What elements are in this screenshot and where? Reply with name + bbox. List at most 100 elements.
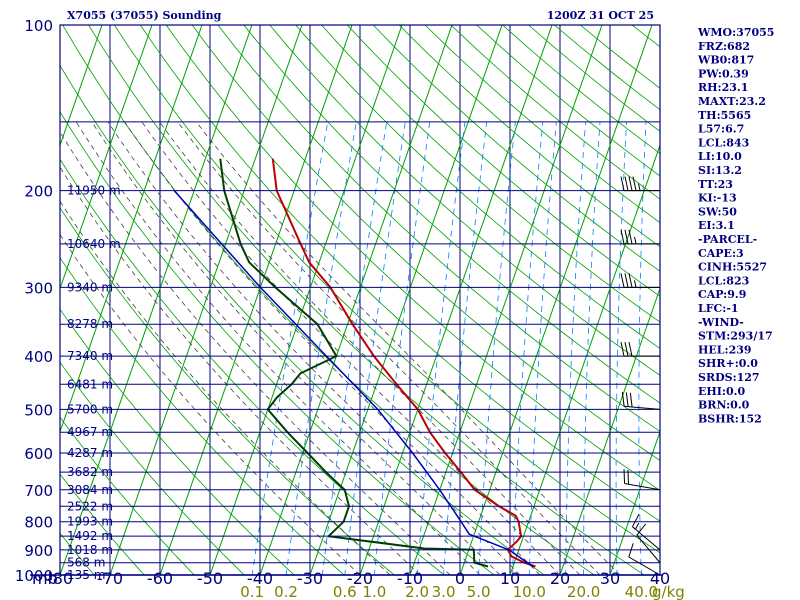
dry-adiabat [60,361,245,575]
mixing-ratio-label: 0.2 [274,583,298,600]
pressure-label: 300 [24,279,53,297]
index-item: SI:13.2 [698,164,742,177]
index-item: CAP:9.9 [698,288,746,301]
wind-barb-shaft [624,483,661,491]
index-item: PW:0.39 [698,67,749,80]
moist-adiabat [60,166,421,575]
height-label: 5700 m [67,402,113,416]
index-item: FRZ:682 [698,40,750,53]
wind-barb [628,543,661,576]
height-label: 3084 m [67,483,113,497]
index-item: EHI:0.0 [698,385,745,398]
temperature-tick-label: 0 [455,569,465,588]
wind-barb [623,469,661,491]
index-item: CAPE:3 [698,247,744,260]
index-item: LFC:-1 [698,302,739,315]
dry-adiabat [243,25,660,404]
dry-adiabat [114,25,660,554]
pressure-label: 1000 [15,567,53,585]
chart-valid-time: 1200Z 31 OCT 25 [547,9,654,22]
skewed-isotherm [359,25,553,575]
height-label: 4967 m [67,425,113,439]
wind-barb-half-feather [635,522,640,530]
skewed-isotherm [609,430,660,575]
mixing-ratio-label: 1.0 [362,583,386,600]
temperature-tick-label: 30 [600,569,620,588]
wind-barb-feather [628,176,633,191]
dry-adiabat [165,25,660,491]
mixing-ratio-label: 10.0 [513,583,546,600]
wind-barb-shaft [632,526,661,551]
height-label: 4287 m [67,446,113,460]
skewed-isotherm [60,25,153,291]
wind-barb-feather [636,523,647,536]
dry-adiabat [191,25,660,461]
wind-barb-feather [629,392,633,408]
temperature-tick-label: 40 [650,569,670,588]
index-item: TT:23 [698,178,733,191]
index-item: LI:10.0 [698,150,742,163]
mixing-ratio-label: 40.0 [625,583,658,600]
skewed-isotherm [60,25,253,575]
dry-adiabat [217,25,660,432]
skewed-isotherm [209,25,403,575]
index-item: RH:23.1 [698,81,748,94]
wind-barb-feather [620,273,625,288]
wind-barb-feather [624,229,629,244]
height-label: 8278 m [67,317,113,331]
wind-barb [631,513,661,551]
index-item: SW:50 [698,205,737,218]
index-item: BRN:0.0 [698,399,750,412]
chart-title: X7055 (37055) Sounding [67,9,222,22]
height-label: 1492 m [67,529,113,543]
index-item: LCL:823 [698,274,749,287]
index-item: EI:3.1 [698,219,735,232]
moist-adiabat [60,131,451,575]
height-label: 3682 m [67,465,113,479]
mixing-ratio-label: 0.1 [240,583,264,600]
index-item: LCL:843 [698,136,749,149]
wind-barb-feather [624,176,629,191]
wind-barb-half-feather [634,236,637,244]
dry-adiabat [60,111,495,575]
wind-barb-shaft [628,556,661,576]
temperature-tick-label: -60 [147,569,173,588]
wind-barb-feather [628,229,633,244]
height-label: 9340 m [67,280,113,294]
wind-barb-feather [628,273,633,288]
mixing-ratio-label: 5.0 [467,583,491,600]
index-item: SHR+:0.0 [698,357,758,370]
skewed-isotherm [509,143,660,575]
wind-barbs [620,176,661,576]
dry-adiabat [88,25,646,575]
wind-barb-feather [625,392,629,407]
temperature-tick-label: -40 [247,569,273,588]
wind-barb-half-feather [634,280,637,288]
wind-barb-feather [628,342,633,357]
dry-adiabat [60,257,345,575]
height-label: 11950 m [67,184,121,198]
skewed-isotherm [159,25,353,575]
wind-barb-feather [628,543,634,558]
dry-adiabat [269,25,660,376]
wind-barb-feather [620,342,625,357]
pressure-label: 200 [24,183,53,201]
dry-adiabat [60,207,395,575]
height-label: 6481 m [67,377,113,391]
temperature-profile [271,158,536,568]
index-item: L57:6.7 [698,123,744,136]
moist-adiabat [195,121,621,575]
mixing-ratio-unit: g/kg [652,583,685,600]
skewed-isotherm [459,25,653,575]
pressure-label: 400 [24,348,53,366]
index-item: STM:293/17 [698,330,773,343]
moist-adiabat [159,121,581,575]
temperature-tick-label: -20 [347,569,373,588]
index-item: KI:-13 [698,192,737,205]
mixing-ratio-label: 20.0 [567,583,600,600]
skewed-isotherm [60,25,203,434]
temperature-tick-label: -30 [297,569,323,588]
index-item: BSHR:152 [698,412,762,425]
